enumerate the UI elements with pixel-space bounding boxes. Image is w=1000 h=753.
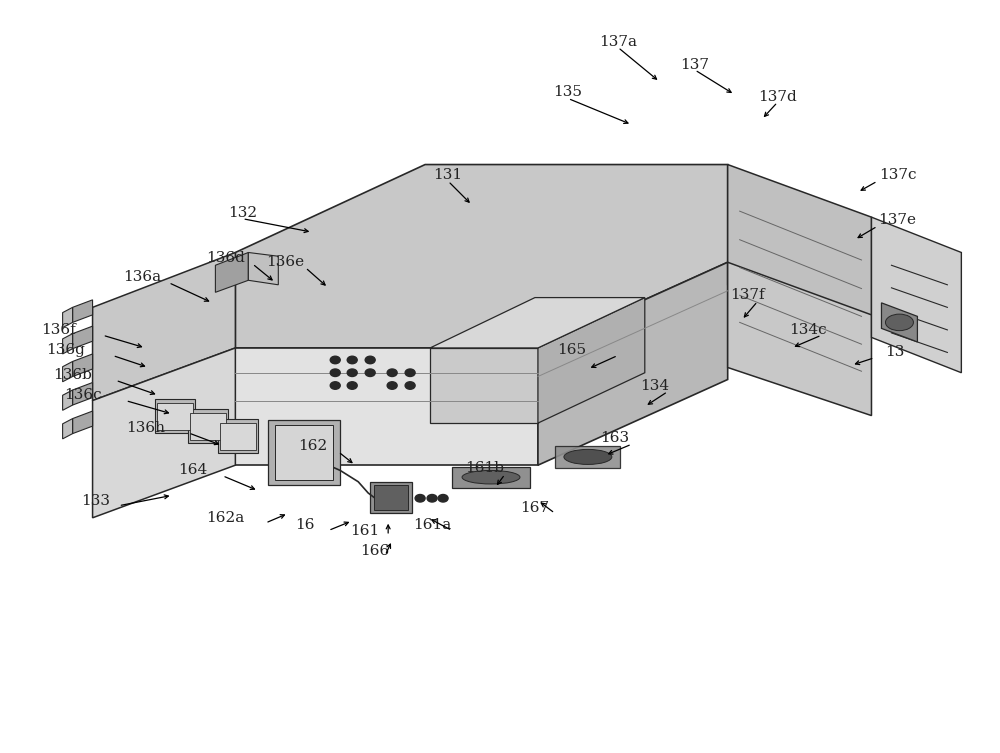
Text: 161: 161: [351, 523, 380, 538]
Text: 136h: 136h: [126, 421, 165, 434]
Polygon shape: [370, 482, 412, 514]
Polygon shape: [881, 303, 917, 342]
Polygon shape: [430, 297, 645, 348]
Polygon shape: [63, 361, 73, 382]
Circle shape: [330, 382, 340, 389]
Text: 137e: 137e: [878, 213, 916, 227]
Polygon shape: [190, 413, 226, 440]
Polygon shape: [188, 409, 228, 443]
Polygon shape: [93, 348, 235, 518]
Text: 136e: 136e: [266, 255, 304, 270]
Polygon shape: [93, 252, 235, 401]
Polygon shape: [555, 446, 620, 468]
Ellipse shape: [885, 314, 913, 331]
Text: 161a: 161a: [413, 518, 451, 532]
Polygon shape: [73, 326, 93, 349]
Polygon shape: [215, 252, 248, 292]
Text: 136d: 136d: [206, 251, 245, 265]
Text: 133: 133: [81, 493, 110, 508]
Polygon shape: [63, 334, 73, 354]
Polygon shape: [73, 383, 93, 405]
Polygon shape: [275, 425, 333, 480]
Polygon shape: [218, 419, 258, 453]
Polygon shape: [374, 485, 408, 511]
Polygon shape: [73, 354, 93, 376]
Polygon shape: [73, 300, 93, 322]
Polygon shape: [157, 403, 193, 430]
Circle shape: [387, 369, 397, 376]
Text: 137f: 137f: [730, 288, 765, 302]
Text: 135: 135: [553, 85, 582, 99]
Text: 16: 16: [296, 518, 315, 532]
Polygon shape: [728, 262, 871, 416]
Text: 132: 132: [228, 206, 257, 220]
Polygon shape: [268, 420, 340, 486]
Text: 137c: 137c: [879, 168, 916, 182]
Polygon shape: [220, 423, 256, 450]
Text: 164: 164: [178, 463, 207, 477]
Polygon shape: [63, 307, 73, 328]
Text: 134: 134: [640, 379, 669, 392]
Text: 134c: 134c: [789, 323, 826, 337]
Circle shape: [405, 382, 415, 389]
Polygon shape: [871, 217, 961, 373]
Circle shape: [330, 356, 340, 364]
Circle shape: [365, 356, 375, 364]
Text: 165: 165: [557, 343, 586, 357]
Polygon shape: [452, 467, 530, 488]
Circle shape: [438, 495, 448, 502]
Text: 166: 166: [361, 544, 390, 558]
Circle shape: [365, 369, 375, 376]
Polygon shape: [248, 252, 278, 285]
Text: 137a: 137a: [599, 35, 637, 49]
Text: 137d: 137d: [758, 90, 797, 104]
Text: 136b: 136b: [53, 368, 92, 382]
Text: 137: 137: [680, 57, 709, 72]
Polygon shape: [430, 348, 538, 423]
Text: 136a: 136a: [123, 270, 162, 285]
Circle shape: [347, 356, 357, 364]
Text: 131: 131: [434, 168, 463, 182]
Polygon shape: [235, 165, 728, 348]
Circle shape: [347, 369, 357, 376]
Text: 167: 167: [520, 501, 550, 515]
Circle shape: [405, 369, 415, 376]
Polygon shape: [73, 411, 93, 434]
Circle shape: [415, 495, 425, 502]
Polygon shape: [538, 262, 728, 465]
Text: 161b: 161b: [466, 461, 505, 475]
Text: 136c: 136c: [64, 389, 101, 402]
Text: 13: 13: [885, 346, 904, 359]
Polygon shape: [155, 399, 195, 433]
Text: 136f: 136f: [41, 323, 76, 337]
Polygon shape: [63, 390, 73, 410]
Polygon shape: [728, 165, 871, 337]
Polygon shape: [538, 297, 645, 423]
Circle shape: [427, 495, 437, 502]
Text: 162a: 162a: [206, 511, 245, 525]
Text: 136g: 136g: [46, 343, 85, 357]
Text: 163: 163: [600, 431, 629, 445]
Ellipse shape: [564, 450, 612, 465]
Text: 162: 162: [298, 439, 327, 453]
Circle shape: [347, 382, 357, 389]
Circle shape: [387, 382, 397, 389]
Polygon shape: [63, 419, 73, 439]
Ellipse shape: [462, 471, 520, 484]
Polygon shape: [235, 348, 538, 465]
Circle shape: [330, 369, 340, 376]
